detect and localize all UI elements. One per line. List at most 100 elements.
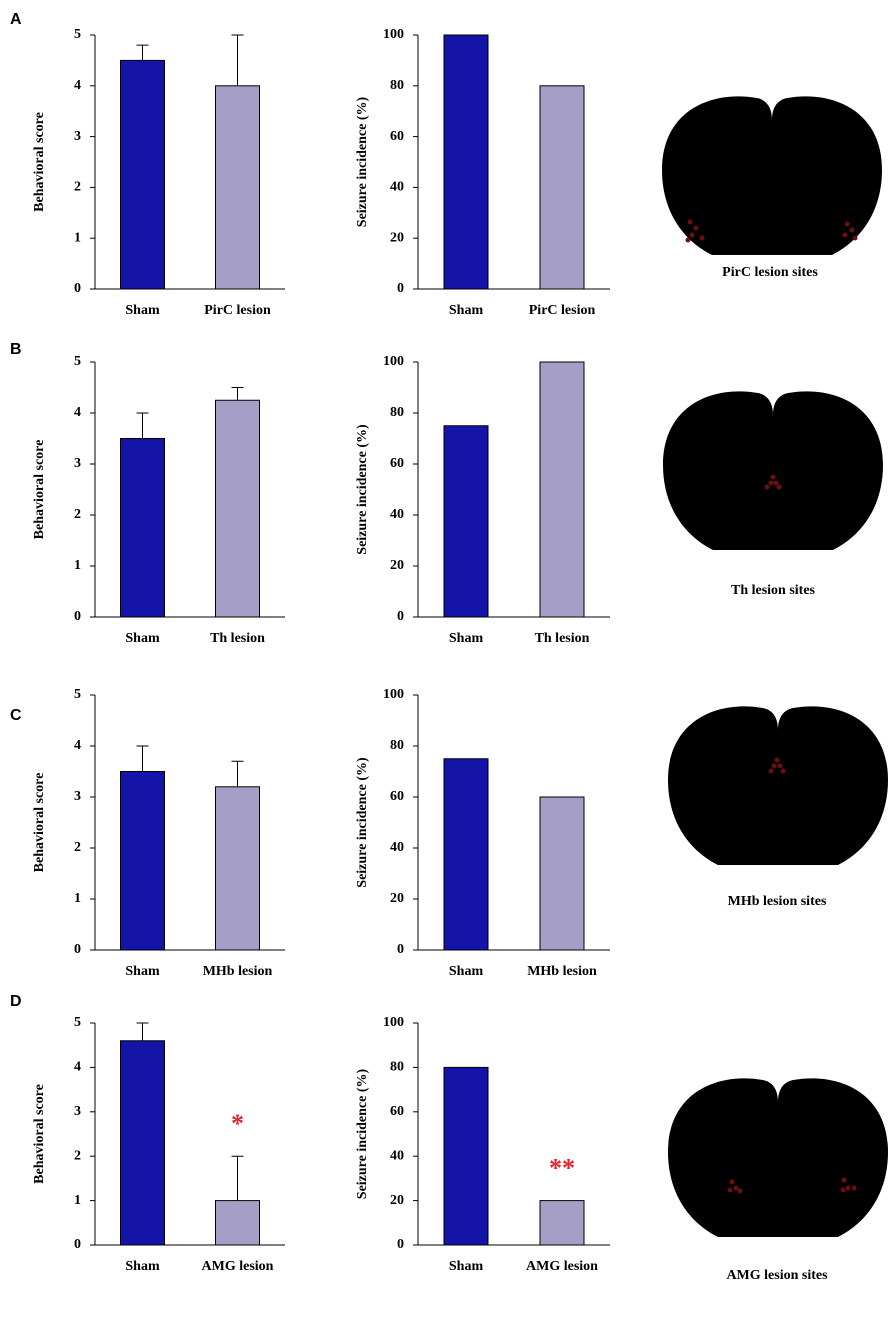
panel-label: C bbox=[10, 707, 22, 724]
y-tick-label: 100 bbox=[383, 1015, 404, 1030]
y-tick-label: 5 bbox=[74, 27, 81, 42]
bar bbox=[443, 1066, 489, 1246]
y-tick-label: 100 bbox=[383, 27, 404, 42]
x-tick-label: AMG lesion bbox=[202, 1259, 274, 1274]
x-tick-label: Sham bbox=[449, 1259, 484, 1274]
y-tick-label: 3 bbox=[74, 1104, 81, 1119]
error-bar bbox=[231, 1155, 244, 1201]
y-tick-label: 1 bbox=[74, 558, 81, 573]
x-tick-label: Sham bbox=[449, 303, 484, 318]
y-tick-label: 60 bbox=[390, 1104, 404, 1119]
bar bbox=[539, 1200, 585, 1246]
brain-diagram bbox=[662, 96, 882, 255]
error-bar bbox=[136, 44, 149, 61]
bar bbox=[539, 361, 585, 618]
bar bbox=[215, 399, 260, 618]
brain-diagram bbox=[668, 1078, 888, 1237]
x-tick-label: Sham bbox=[125, 1259, 160, 1274]
y-axis-label: Seizure incidence (%) bbox=[355, 757, 370, 888]
y-tick-label: 40 bbox=[390, 840, 404, 855]
diagram-caption: PirC lesion sites bbox=[722, 265, 818, 280]
y-tick-label: 60 bbox=[390, 129, 404, 144]
y-tick-label: 4 bbox=[74, 405, 81, 420]
x-tick-label: Sham bbox=[125, 631, 160, 646]
y-axis-label: Behavioral score bbox=[32, 112, 47, 212]
x-tick-label: Sham bbox=[125, 964, 160, 979]
y-tick-label: 0 bbox=[74, 1237, 81, 1252]
y-tick-label: 100 bbox=[383, 354, 404, 369]
y-axis-label: Behavioral score bbox=[32, 440, 47, 540]
y-tick-label: 0 bbox=[74, 609, 81, 624]
y-tick-label: 60 bbox=[390, 789, 404, 804]
y-tick-label: 80 bbox=[390, 78, 404, 93]
y-tick-label: 0 bbox=[74, 281, 81, 296]
error-bar bbox=[231, 760, 244, 787]
bar bbox=[215, 1200, 260, 1246]
y-tick-label: 2 bbox=[74, 1148, 81, 1163]
x-tick-label: Th lesion bbox=[535, 631, 590, 646]
y-tick-label: 0 bbox=[397, 942, 404, 957]
x-tick-label: MHb lesion bbox=[203, 964, 273, 979]
y-axis-label: Seizure incidence (%) bbox=[355, 96, 370, 227]
y-tick-label: 2 bbox=[74, 507, 81, 522]
y-tick-label: 3 bbox=[74, 789, 81, 804]
y-axis-label: Behavioral score bbox=[32, 773, 47, 873]
y-axis-label: Behavioral score bbox=[32, 1084, 47, 1184]
y-tick-label: 1 bbox=[74, 1193, 81, 1208]
x-tick-label: AMG lesion bbox=[526, 1259, 598, 1274]
x-tick-label: Sham bbox=[449, 631, 484, 646]
bar bbox=[539, 85, 585, 290]
bar bbox=[120, 438, 165, 618]
y-tick-label: 0 bbox=[397, 609, 404, 624]
y-tick-label: 4 bbox=[74, 1060, 81, 1075]
error-bar bbox=[136, 1022, 149, 1041]
brain-diagram bbox=[663, 391, 883, 550]
y-tick-label: 20 bbox=[390, 891, 404, 906]
y-tick-label: 2 bbox=[74, 840, 81, 855]
bar bbox=[120, 771, 165, 951]
y-tick-label: 4 bbox=[74, 78, 81, 93]
y-tick-label: 100 bbox=[383, 687, 404, 702]
y-tick-label: 0 bbox=[397, 281, 404, 296]
annotation: * bbox=[231, 1109, 244, 1138]
error-bar bbox=[136, 412, 149, 439]
y-tick-label: 80 bbox=[390, 738, 404, 753]
bar bbox=[215, 85, 260, 290]
error-bar bbox=[231, 387, 244, 401]
diagram-caption: AMG lesion sites bbox=[726, 1268, 828, 1283]
x-tick-label: Sham bbox=[125, 303, 160, 318]
y-tick-label: 1 bbox=[74, 891, 81, 906]
y-tick-label: 5 bbox=[74, 354, 81, 369]
y-tick-label: 0 bbox=[74, 942, 81, 957]
bar bbox=[443, 425, 489, 618]
bar bbox=[539, 796, 585, 951]
x-tick-label: Sham bbox=[449, 964, 484, 979]
x-tick-label: PirC lesion bbox=[204, 303, 271, 318]
x-tick-label: MHb lesion bbox=[527, 964, 597, 979]
y-tick-label: 5 bbox=[74, 687, 81, 702]
y-tick-label: 0 bbox=[397, 1237, 404, 1252]
bar bbox=[120, 1040, 165, 1246]
x-tick-label: PirC lesion bbox=[529, 303, 596, 318]
diagram-caption: MHb lesion sites bbox=[728, 894, 827, 909]
panel-label: A bbox=[10, 11, 22, 28]
bar bbox=[215, 786, 260, 951]
y-axis-label: Seizure incidence (%) bbox=[355, 1068, 370, 1199]
y-tick-label: 20 bbox=[390, 1193, 404, 1208]
error-bar bbox=[136, 745, 149, 772]
brain-diagram bbox=[668, 706, 888, 865]
y-tick-label: 80 bbox=[390, 1060, 404, 1075]
y-tick-label: 2 bbox=[74, 180, 81, 195]
y-tick-label: 3 bbox=[74, 456, 81, 471]
error-bar bbox=[231, 34, 244, 86]
y-tick-label: 40 bbox=[390, 180, 404, 195]
y-tick-label: 80 bbox=[390, 405, 404, 420]
annotation: ** bbox=[549, 1154, 575, 1183]
y-tick-label: 40 bbox=[390, 507, 404, 522]
panel-label: D bbox=[10, 993, 22, 1010]
panel-label: B bbox=[10, 341, 22, 358]
y-tick-label: 4 bbox=[74, 738, 81, 753]
y-axis-label: Seizure incidence (%) bbox=[355, 424, 370, 555]
y-tick-label: 3 bbox=[74, 129, 81, 144]
